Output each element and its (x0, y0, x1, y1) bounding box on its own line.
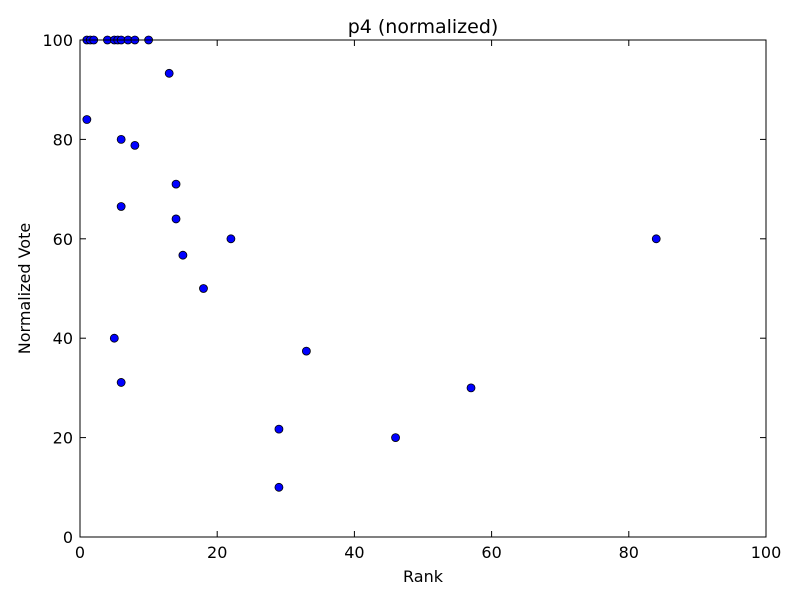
y-tick-label: 100 (42, 31, 73, 50)
y-tick-label: 0 (63, 528, 73, 547)
data-point (651, 234, 661, 244)
data-point (164, 68, 174, 78)
x-tick-label: 100 (751, 543, 782, 562)
data-point (171, 214, 181, 224)
x-tick-label: 60 (481, 543, 501, 562)
x-tick-label: 80 (619, 543, 639, 562)
data-point (82, 115, 92, 124)
data-point (199, 284, 208, 293)
y-tick-label: 40 (53, 329, 73, 348)
data-point (109, 333, 119, 343)
data-point (301, 346, 311, 356)
data-point (171, 179, 181, 189)
data-point (466, 383, 476, 393)
x-tick-label: 0 (75, 543, 85, 562)
data-point (391, 433, 400, 443)
x-tick-label: 20 (207, 543, 227, 562)
data-point (274, 424, 284, 434)
data-point (116, 202, 126, 211)
y-axis-label: Normalized Vote (15, 223, 34, 354)
x-tick-label: 40 (344, 543, 364, 562)
y-tick-label: 60 (53, 230, 73, 249)
data-point (116, 378, 126, 387)
data-point (116, 134, 126, 144)
x-axis-label: Rank (403, 567, 444, 586)
axis-tick-labels: 0 20 40 60 80 100 0 20 40 60 80 100 (42, 31, 781, 562)
data-point (130, 140, 140, 150)
y-tick-label: 80 (53, 130, 73, 149)
data-point (178, 250, 188, 260)
plot-frame (79, 39, 767, 538)
data-point (226, 234, 236, 244)
chart-title: p4 (normalized) (348, 16, 499, 38)
y-tick-label: 20 (53, 429, 73, 448)
data-point (274, 482, 284, 492)
